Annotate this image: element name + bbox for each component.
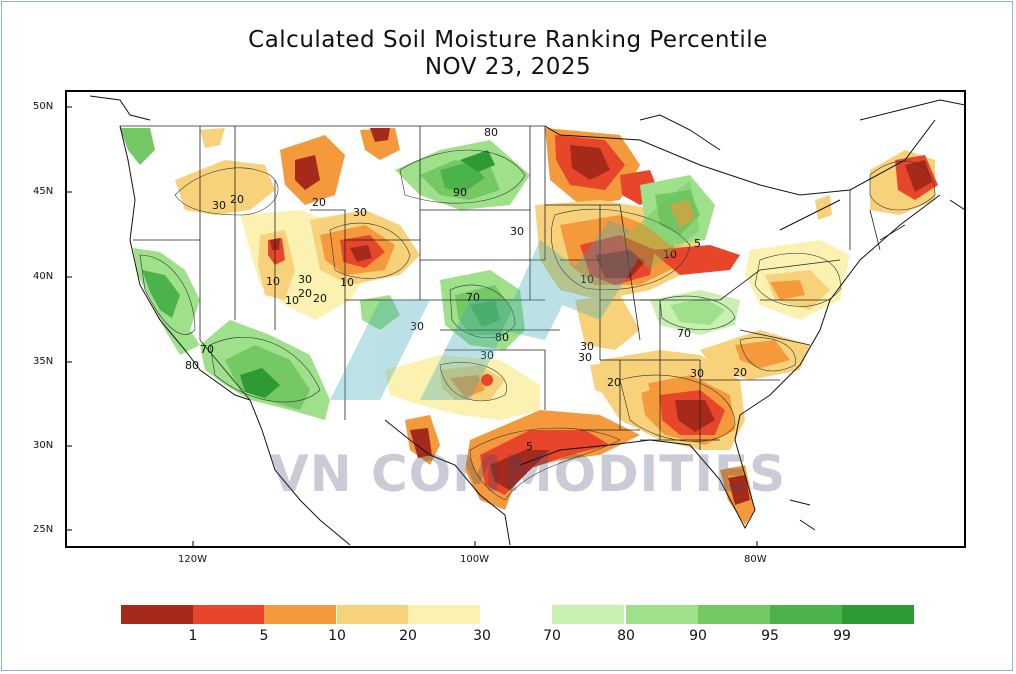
coastlines	[89, 95, 965, 546]
contour-label: 20	[313, 292, 327, 305]
contour-label: 20	[312, 196, 326, 209]
legend-label-70: 70	[543, 628, 561, 644]
lat-label-50n: 50N	[33, 101, 54, 112]
legend-label-30: 30	[473, 628, 491, 644]
legend-swatch	[770, 605, 842, 624]
legend-label-5: 5	[259, 628, 269, 644]
watermark-logo	[330, 180, 700, 400]
region-pacific-nw-wet	[120, 128, 155, 165]
legend-label-20: 20	[399, 628, 417, 644]
lat-label-40n: 40N	[33, 271, 54, 282]
lon-label-120w: 120W	[178, 554, 207, 565]
lon-label-80w: 80W	[744, 554, 767, 565]
legend-swatch	[842, 605, 914, 624]
legend-label-1: 1	[188, 628, 198, 644]
contour-label: 20	[298, 287, 312, 300]
map-title: Calculated Soil Moisture Ranking Percent…	[248, 27, 768, 53]
contour-label: 30	[510, 225, 524, 238]
map-plot-area: 30 20 20 30 80 90 30 10 10 5 10 10 30 20…	[66, 91, 965, 547]
contour-label: 20	[607, 376, 621, 389]
legend-swatch	[121, 605, 193, 624]
contour-labels: 30 20 20 30 80 90 30 10 10 5 10 10 30 20…	[185, 126, 747, 453]
contour-label: 70	[677, 327, 691, 340]
lat-label-30n: 30N	[33, 440, 54, 451]
contour-label: 10	[580, 273, 594, 286]
legend-swatch	[626, 605, 698, 624]
legend-label-90: 90	[689, 628, 707, 644]
lat-label-35n: 35N	[33, 356, 54, 367]
contour-label: 30	[212, 199, 226, 212]
map-date: NOV 23, 2025	[424, 54, 592, 80]
legend-label-80: 80	[617, 628, 635, 644]
contour-label: 10	[285, 294, 299, 307]
contour-label: 80	[484, 126, 498, 139]
contour-label: 30	[353, 206, 367, 219]
contour-label: 70	[200, 343, 214, 356]
contour-label: 20	[230, 193, 244, 206]
contour-label: 30	[480, 349, 494, 362]
contour-label: 20	[733, 366, 747, 379]
contour-label: 30	[410, 320, 424, 333]
contour-label: 30	[298, 273, 312, 286]
legend-swatch	[193, 605, 265, 624]
plot-border	[65, 90, 966, 548]
contour-label: 90	[453, 186, 467, 199]
lon-label-100w: 100W	[460, 554, 489, 565]
legend-label-99: 99	[833, 628, 851, 644]
watermark-text: VN COMMODITIES	[270, 445, 787, 503]
contour-label: 5	[694, 237, 701, 250]
contour-label: 30	[578, 351, 592, 364]
legend-swatch	[698, 605, 770, 624]
state-boundaries	[120, 125, 906, 450]
legend-swatch	[337, 605, 409, 624]
legend-label-95: 95	[761, 628, 779, 644]
contour-label: 80	[185, 359, 199, 372]
lat-label-25n: 25N	[33, 524, 54, 535]
legend-swatch	[552, 605, 624, 624]
axis-ticks	[66, 106, 758, 547]
contour-label: 10	[663, 248, 677, 261]
contour-label: 30	[580, 340, 594, 353]
contour-label: 70	[466, 291, 480, 304]
contour-label: 30	[690, 367, 704, 380]
lat-label-45n: 45N	[33, 186, 54, 197]
legend-swatch	[408, 605, 480, 624]
contour-label: 80	[495, 331, 509, 344]
legend-swatch	[264, 605, 336, 624]
contour-lines	[139, 149, 936, 501]
contour-label: 5	[526, 440, 533, 453]
contour-label: 10	[266, 275, 280, 288]
legend-label-10: 10	[328, 628, 346, 644]
contour-label: 10	[340, 276, 354, 289]
